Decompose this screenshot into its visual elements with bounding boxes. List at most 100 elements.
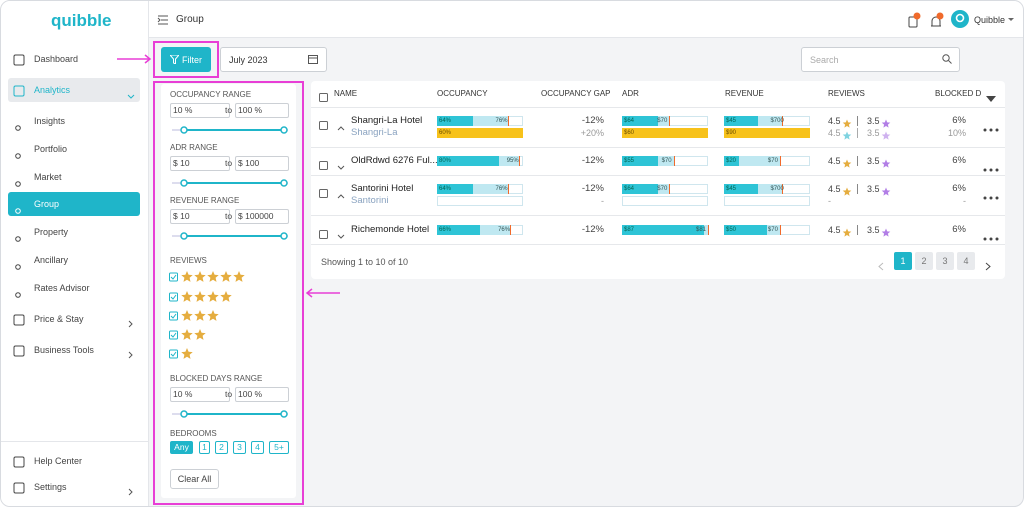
expand-toggle[interactable] [337, 186, 345, 199]
nav-item[interactable]: Ancillary [34, 255, 69, 265]
row-menu[interactable] [983, 159, 999, 172]
checkbox[interactable] [319, 185, 328, 198]
filter-label: OCCUPANCY RANGE [170, 90, 252, 99]
range-slider[interactable] [170, 175, 290, 187]
bar-label: $700 [770, 186, 784, 192]
nav-item[interactable]: Settings [34, 482, 67, 492]
row-menu[interactable] [983, 228, 999, 241]
page-button[interactable]: 4 [957, 252, 975, 270]
expand-toggle[interactable] [337, 158, 345, 170]
separator-text: to [225, 211, 233, 221]
calendar-icon [308, 55, 318, 64]
page-button[interactable]: 2 [915, 252, 933, 270]
nav-bullet [15, 118, 21, 131]
range-input[interactable] [170, 387, 230, 402]
nav-item[interactable]: Property [34, 227, 69, 237]
star-icon [881, 156, 891, 168]
nav-active-bg [8, 192, 140, 216]
date-picker[interactable] [220, 47, 327, 72]
menu-icon[interactable] [157, 14, 169, 26]
bar-label: 95% [506, 158, 519, 164]
avatar[interactable] [951, 10, 969, 28]
nav-item[interactable]: Analytics [34, 85, 71, 95]
hotel-name[interactable]: Richemonde Hotel [351, 224, 430, 235]
review-value: 3.5 [867, 156, 880, 166]
blocked-value: 10% [947, 128, 966, 138]
range-input[interactable] [235, 156, 289, 171]
review-divider [857, 225, 858, 235]
input-value: $ 10 [173, 158, 190, 168]
bar-label: $90 [726, 130, 737, 136]
notification-icons[interactable] [906, 11, 946, 29]
checkbox[interactable] [319, 117, 328, 130]
hotel-name[interactable]: Shangri-La Hotel [351, 115, 423, 126]
checkbox[interactable] [319, 157, 328, 170]
bedroom-option[interactable]: 3 [233, 441, 246, 454]
review-divider [857, 116, 858, 126]
expand-toggle[interactable] [337, 227, 345, 239]
bar-label: 60% [439, 130, 452, 136]
row-menu[interactable] [983, 119, 999, 132]
review-filter-option[interactable] [169, 1, 259, 371]
nav-item[interactable]: Market [34, 172, 62, 182]
range-input[interactable] [170, 156, 230, 171]
bedroom-option[interactable]: 4 [251, 441, 264, 454]
range-input[interactable] [235, 387, 289, 402]
user-name[interactable]: Quibble [974, 15, 1006, 25]
range-slider[interactable] [170, 122, 290, 134]
hotel-name[interactable]: Santorini Hotel [351, 183, 414, 194]
nav-item[interactable]: Portfolio [34, 144, 68, 154]
review-filter-option[interactable] [169, 1, 259, 371]
range-slider[interactable] [170, 406, 290, 418]
range-input[interactable] [170, 209, 230, 224]
checkbox[interactable] [319, 226, 328, 239]
star-icon [842, 225, 852, 237]
filter-label: ADR RANGE [170, 143, 218, 152]
review-filter-option[interactable] [169, 1, 259, 371]
bar-marker [507, 116, 509, 126]
bar-label: $60 [624, 130, 635, 136]
clear-button[interactable]: Clear All [170, 469, 219, 489]
row-menu[interactable] [983, 187, 999, 200]
nav-item[interactable]: Business Tools [34, 345, 94, 355]
bar-fill [437, 184, 474, 194]
page-button[interactable]: 3 [936, 252, 954, 270]
column-menu[interactable] [986, 90, 996, 102]
nav-item[interactable]: Price & Stay [34, 314, 84, 324]
search-box[interactable] [801, 47, 960, 72]
filter-button[interactable] [161, 47, 211, 72]
range-input[interactable] [235, 103, 289, 118]
range-input[interactable] [235, 209, 289, 224]
page-next[interactable] [985, 258, 991, 271]
bedroom-option[interactable]: 2 [215, 441, 228, 454]
bar-fill [437, 156, 499, 166]
nav-item[interactable]: Group [34, 199, 60, 209]
nav-item[interactable]: Rates Advisor [34, 283, 90, 293]
bar-fill [437, 116, 474, 126]
column-header: OCCUPANCY GAP [541, 89, 611, 98]
checkbox[interactable] [319, 89, 328, 102]
review-filter-option[interactable] [169, 1, 259, 371]
range-slider[interactable] [170, 228, 290, 240]
review-filter-option[interactable] [169, 1, 259, 371]
nav-item[interactable]: Dashboard [34, 54, 79, 64]
logo[interactable]: quibble [51, 11, 112, 30]
nav-item[interactable]: Insights [34, 116, 66, 126]
nav-item[interactable]: Help Center [34, 456, 83, 466]
bar-label: 76% [495, 118, 508, 124]
page-prev[interactable] [878, 258, 884, 271]
expand-toggle[interactable] [337, 118, 345, 131]
range-input[interactable] [170, 103, 230, 118]
column-header: BLOCKED D [935, 89, 982, 98]
bar-fill [724, 156, 740, 166]
page-button[interactable]: 1 [894, 252, 912, 270]
gap-value: -12% [581, 155, 604, 166]
review-value: 4.5 [828, 128, 841, 138]
bar-label: 66% [439, 227, 452, 233]
divider [1, 441, 149, 442]
bedroom-option[interactable]: 1 [199, 441, 210, 454]
bedroom-option[interactable]: 5+ [269, 441, 289, 454]
hotel-name[interactable]: OldRdwd 6276 Ful... [351, 155, 438, 166]
bedroom-option[interactable]: Any [170, 441, 193, 454]
